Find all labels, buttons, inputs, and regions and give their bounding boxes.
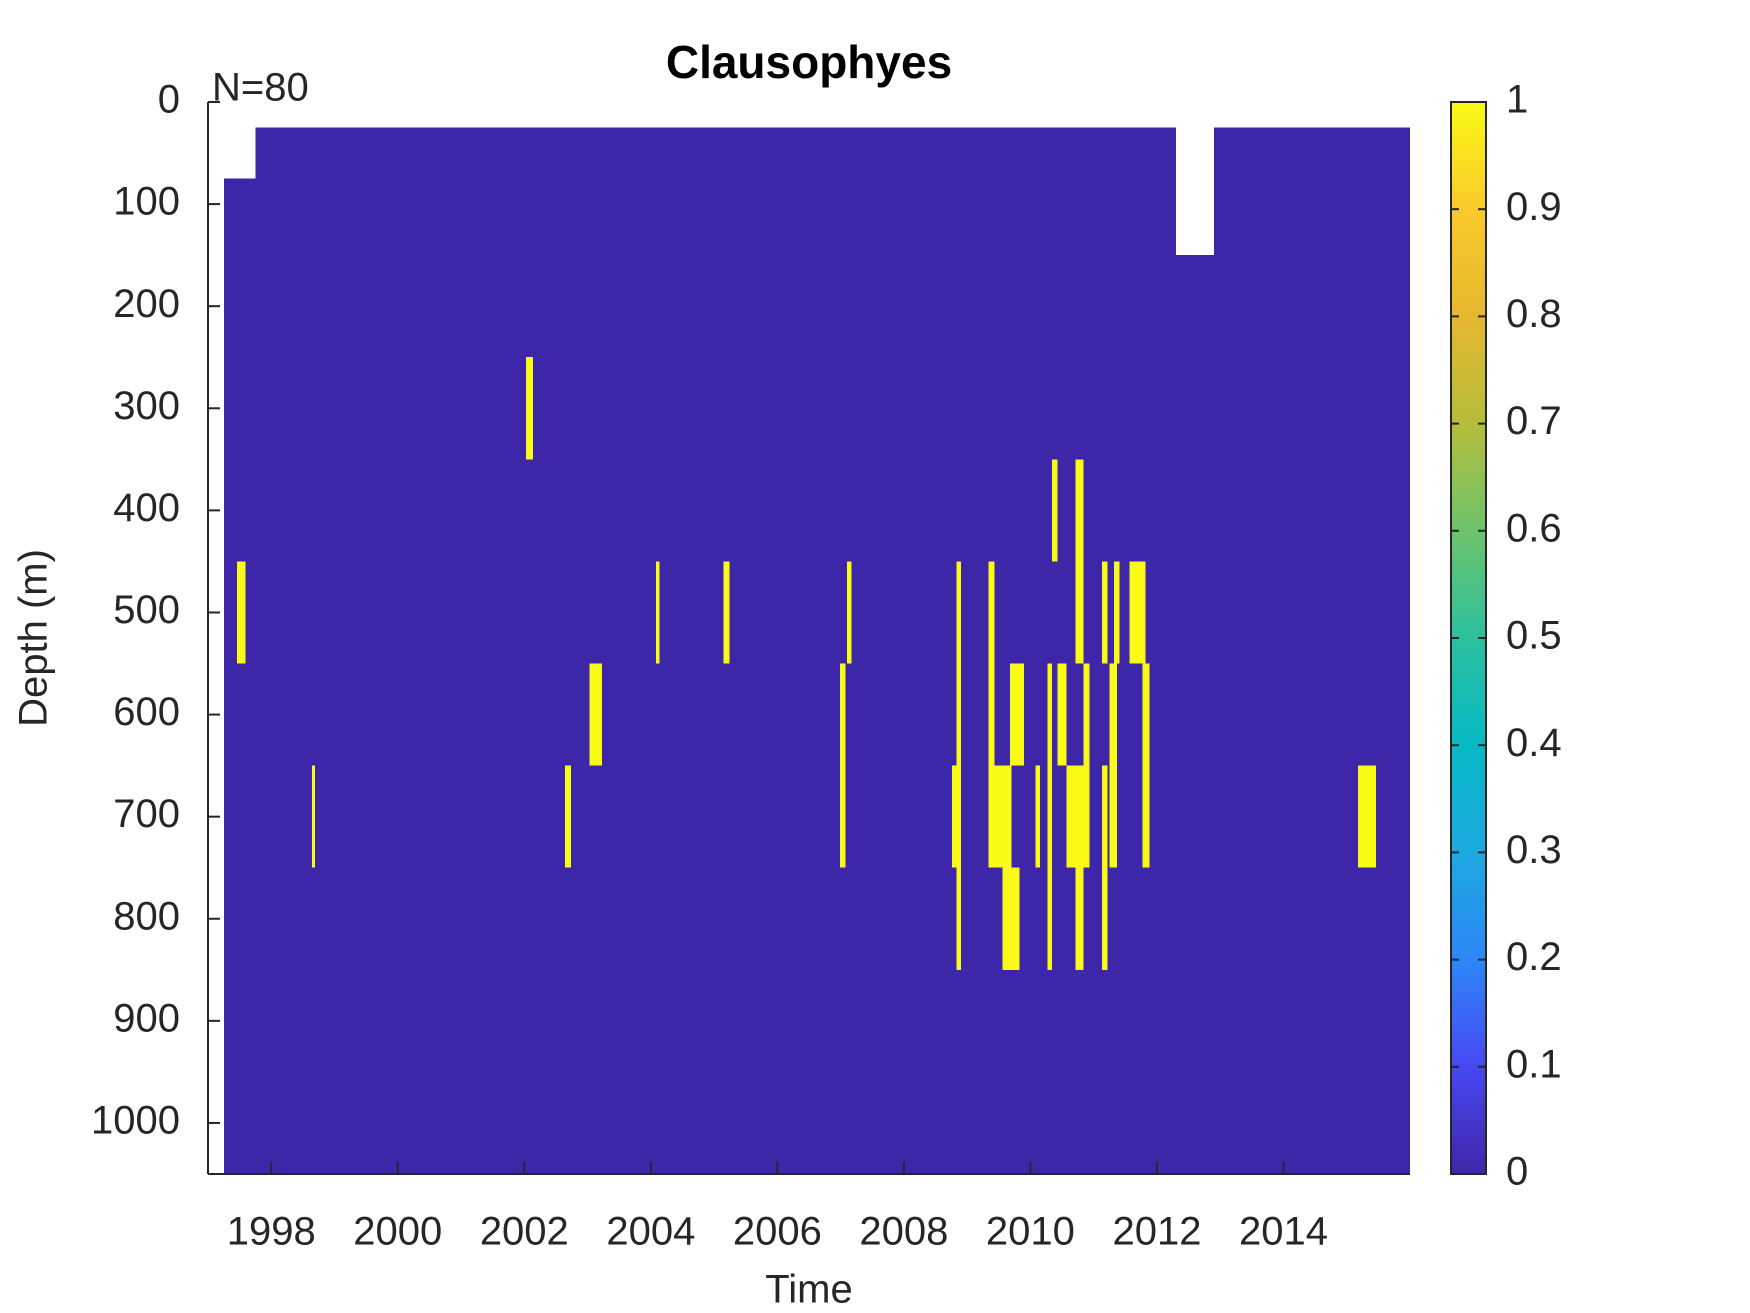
heatmap-cell: [1002, 867, 1020, 970]
heatmap-cell: [526, 357, 534, 460]
x-tick-label: 2014: [1239, 1210, 1328, 1254]
x-tick-label: 2012: [1112, 1210, 1201, 1254]
heatmap-cell: [237, 561, 246, 664]
heatmap-cell: [1101, 765, 1108, 970]
y-tick-label: 300: [113, 384, 180, 428]
heatmap-cell: [1129, 561, 1146, 664]
heatmap-cell: [564, 765, 572, 868]
heatmap-cell: [589, 663, 603, 766]
y-tick-label: 700: [113, 792, 180, 836]
x-tick-label: 2000: [353, 1210, 442, 1254]
heatmap-cell: [311, 765, 315, 868]
heatmap-cell: [1083, 663, 1090, 766]
heatmap-cell: [1057, 663, 1067, 766]
y-tick-label: 100: [113, 180, 180, 224]
heatmap-cell: [1066, 765, 1090, 868]
heatmap-cell: [655, 561, 660, 664]
heatmap-cell: [1075, 459, 1084, 664]
heatmap-cell: [1358, 765, 1376, 868]
x-axis-label: Time: [765, 1268, 852, 1312]
heatmap-cell: [988, 765, 1012, 868]
heatmap-cell: [255, 127, 1176, 1175]
colorbar-tick-label: 0.8: [1506, 292, 1562, 336]
heatmap-cell: [839, 663, 846, 868]
heatmap-cell: [1109, 663, 1118, 868]
colorbar-tick-label: 0.4: [1506, 721, 1562, 765]
heatmap-cell: [723, 561, 730, 664]
y-axis-label: Depth (m): [12, 549, 56, 727]
annotation: N=80: [212, 66, 309, 110]
x-tick-label: 1998: [227, 1210, 316, 1254]
heatmap-cell: [956, 561, 961, 970]
x-tick-label: 2006: [733, 1210, 822, 1254]
y-tick-label: 800: [113, 894, 180, 938]
y-tick-label: 400: [113, 486, 180, 530]
heatmap-cell: [988, 561, 995, 766]
colorbar-tick-label: 0.3: [1506, 828, 1562, 872]
x-tick-label: 2010: [986, 1210, 1075, 1254]
heatmap-cell: [1051, 459, 1058, 562]
y-tick-label: 900: [113, 996, 180, 1040]
colorbar-tick-label: 0.2: [1506, 935, 1562, 979]
colorbar-tick-label: 1: [1506, 78, 1528, 122]
colorbar-tick-label: 0: [1506, 1150, 1528, 1194]
y-tick-label: 1000: [91, 1099, 180, 1143]
heatmap-cell: [1101, 561, 1108, 664]
x-tick-label: 2004: [606, 1210, 695, 1254]
x-tick-label: 2008: [859, 1210, 948, 1254]
y-tick-label: 600: [113, 690, 180, 734]
chart-title: Clausophyes: [666, 36, 952, 88]
colorbar-tick-label: 0.7: [1506, 399, 1562, 443]
colorbar-tick-label: 0.6: [1506, 506, 1562, 550]
colorbar-tick-label: 0.5: [1506, 614, 1562, 658]
heatmap-cell: [1047, 663, 1052, 970]
heatmap-cell: [1075, 867, 1084, 970]
heatmap-cell: [1213, 127, 1410, 1175]
y-tick-label: 200: [113, 282, 180, 326]
heatmap-cell: [223, 178, 256, 1175]
heatmap-cell: [951, 765, 959, 868]
y-tick-label: 0: [158, 78, 180, 122]
heatmap-cell: [1035, 765, 1040, 868]
colorbar-tick-label: 0.1: [1506, 1042, 1562, 1086]
heatmap-cell: [1010, 663, 1025, 766]
heatmap-cell: [1113, 561, 1120, 664]
heatmap-cell: [1175, 255, 1214, 1175]
heatmap-cell: [846, 561, 852, 664]
y-tick-label: 500: [113, 588, 180, 632]
colorbar-tick-label: 0.9: [1506, 185, 1562, 229]
x-tick-label: 2002: [480, 1210, 569, 1254]
heatmap-cell: [1142, 663, 1150, 868]
